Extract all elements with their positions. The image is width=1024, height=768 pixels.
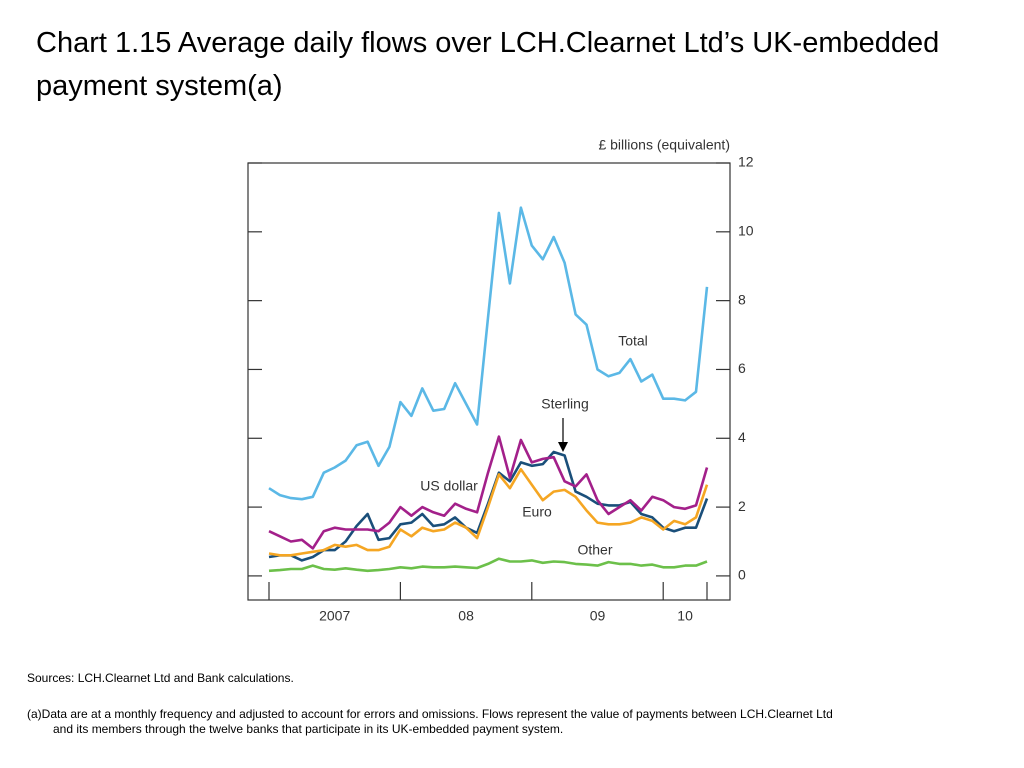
sterling-arrowhead bbox=[558, 442, 568, 452]
footnote: (a)Data are at a monthly frequency and a… bbox=[27, 707, 833, 736]
series-line bbox=[268, 557, 708, 573]
series-label: Total bbox=[618, 333, 648, 349]
series-line bbox=[268, 435, 709, 550]
plot-frame bbox=[247, 162, 731, 601]
title: Chart 1.15 Average daily flows over LCH.… bbox=[36, 27, 940, 102]
series-label: US dollar bbox=[420, 478, 478, 494]
series-label: Other bbox=[577, 542, 612, 558]
y-tick-label: 6 bbox=[738, 360, 746, 376]
sources: Sources: LCH.Clearnet Ltd and Bank calcu… bbox=[27, 671, 294, 685]
x-year-label: 2007 bbox=[319, 608, 350, 624]
x-year-label: 09 bbox=[590, 608, 606, 624]
y-axis-label: £ billions (equivalent) bbox=[598, 137, 730, 153]
x-year-label: 08 bbox=[458, 608, 474, 624]
series-label: Sterling bbox=[541, 396, 588, 412]
chart: £ billions (equivalent) 0 2 4 6 8 10 12 2007 08 0… bbox=[247, 137, 754, 624]
series-line bbox=[268, 467, 709, 557]
series-label: Euro bbox=[522, 504, 552, 520]
y-tick-label: 8 bbox=[738, 291, 746, 307]
y-tick-label: 10 bbox=[738, 223, 754, 239]
series-line bbox=[268, 206, 709, 501]
y-tick-label: 4 bbox=[738, 429, 746, 445]
y-tick-label: 0 bbox=[738, 567, 746, 583]
y-tick-label: 2 bbox=[738, 498, 746, 514]
y-tick-label: 12 bbox=[738, 154, 754, 170]
x-year-label: 10 bbox=[677, 608, 693, 624]
